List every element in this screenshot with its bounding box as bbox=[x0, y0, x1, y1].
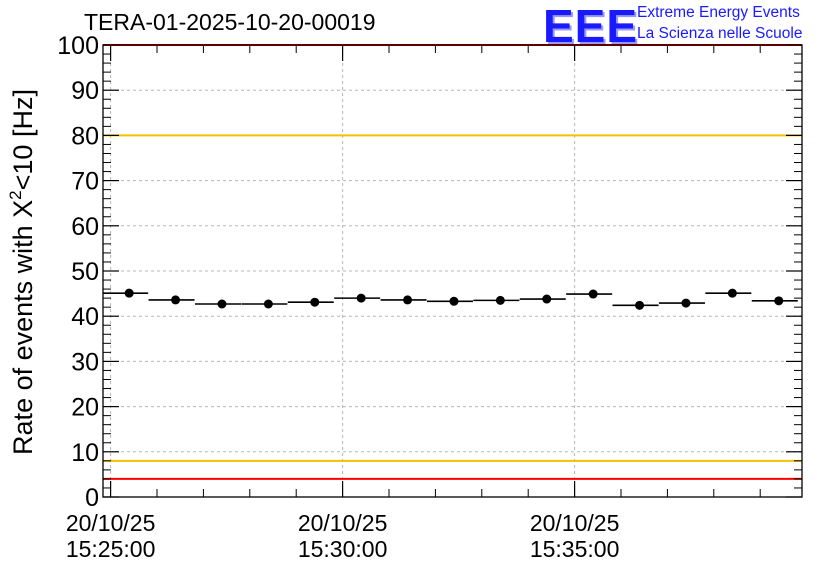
x-tick-label-date: 20/10/25 bbox=[66, 510, 156, 536]
x-tick-label-time: 15:35:00 bbox=[530, 536, 620, 562]
y-tick-label: 30 bbox=[71, 348, 99, 376]
data-series bbox=[103, 288, 798, 310]
data-point bbox=[542, 294, 552, 304]
data-point bbox=[774, 296, 784, 306]
data-point bbox=[588, 289, 598, 299]
data-point bbox=[310, 297, 320, 307]
y-tick-label: 90 bbox=[71, 77, 99, 105]
data-point bbox=[681, 298, 691, 308]
y-tick-label: 100 bbox=[57, 32, 99, 60]
chart-title: TERA-01-2025-10-20-00019 bbox=[84, 9, 376, 35]
y-tick-label: 70 bbox=[71, 168, 99, 196]
x-tick-label-time: 15:25:00 bbox=[66, 536, 156, 562]
y-axis-label-sup: 2 bbox=[6, 190, 25, 199]
eee-logo-mark: EEE bbox=[543, 0, 639, 52]
eee-logo: EEE Extreme Energy Events La Scienza nel… bbox=[543, 0, 833, 52]
x-tick-label-date: 20/10/25 bbox=[530, 510, 620, 536]
reference-lines bbox=[103, 44, 802, 480]
y-tick-label: 0 bbox=[85, 484, 99, 512]
y-axis-label-suffix: <10 [Hz] bbox=[8, 89, 38, 190]
data-point bbox=[124, 288, 134, 298]
y-tick-label: 50 bbox=[71, 258, 99, 286]
y-axis-label-prefix: Rate of events with bbox=[8, 218, 38, 455]
data-point bbox=[403, 295, 413, 305]
y-tick-label: 80 bbox=[71, 122, 99, 150]
data-point bbox=[263, 299, 273, 309]
grid bbox=[103, 45, 802, 497]
data-point bbox=[449, 296, 459, 306]
data-point bbox=[635, 300, 645, 310]
y-tick-label: 10 bbox=[71, 439, 99, 467]
y-axis-label-symbol: X bbox=[8, 200, 38, 218]
data-point bbox=[217, 299, 227, 309]
data-point bbox=[171, 295, 181, 305]
y-axis-label: Rate of events with X2<10 [Hz] bbox=[6, 89, 38, 455]
plot-frame bbox=[102, 44, 803, 498]
data-point bbox=[495, 295, 505, 305]
x-tick-label-date: 20/10/25 bbox=[298, 510, 388, 536]
x-tick-label-time: 15:30:00 bbox=[298, 536, 388, 562]
y-tick-label: 40 bbox=[71, 303, 99, 331]
y-tick-label: 20 bbox=[71, 394, 99, 422]
axis-labels: 010203040506070809010020/10/2515:25:0020… bbox=[57, 32, 619, 562]
data-point bbox=[727, 288, 737, 298]
logo-line-2: La Scienza nelle Scuole bbox=[637, 25, 803, 42]
data-point bbox=[356, 293, 366, 303]
logo-line-1: Extreme Energy Events bbox=[637, 4, 800, 21]
y-tick-label: 60 bbox=[71, 213, 99, 241]
